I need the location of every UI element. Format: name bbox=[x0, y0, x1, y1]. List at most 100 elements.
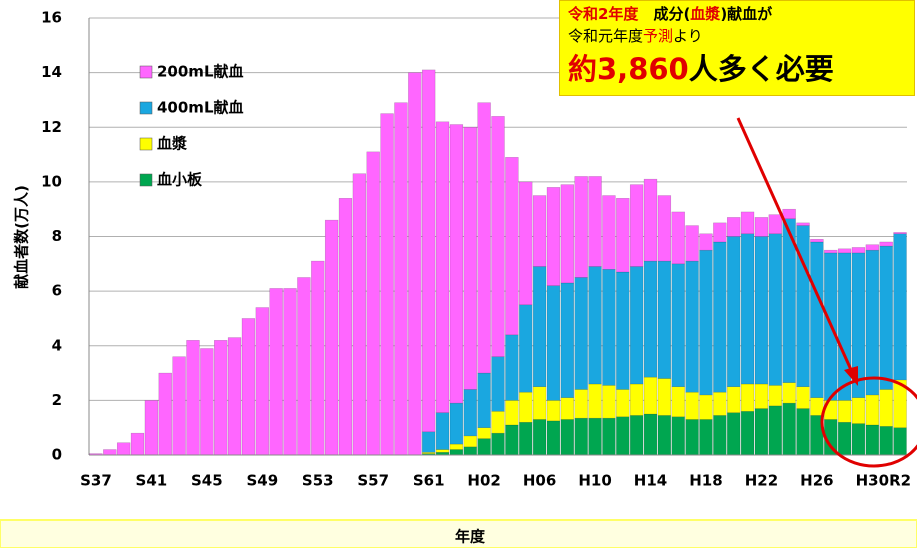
bar-segment bbox=[727, 412, 741, 456]
bar-segment bbox=[421, 69, 436, 433]
x-tick-label: H02 bbox=[467, 472, 500, 490]
bar-segment bbox=[796, 408, 810, 456]
bar-segment bbox=[186, 340, 200, 456]
bar-segment bbox=[629, 184, 644, 267]
annotation-text: 血漿 bbox=[690, 5, 721, 23]
bar-segment bbox=[116, 442, 131, 456]
bar-segment bbox=[324, 219, 339, 456]
bar-segment bbox=[435, 449, 450, 453]
bar-segment bbox=[629, 266, 644, 385]
bar-segment bbox=[768, 233, 782, 386]
bar-segment bbox=[477, 427, 491, 439]
bar-segment bbox=[532, 195, 547, 267]
bar-segment bbox=[532, 266, 547, 387]
bar-segment bbox=[449, 124, 464, 404]
bar-segment bbox=[602, 269, 616, 386]
bar-segment bbox=[782, 208, 796, 219]
bar-segment bbox=[616, 389, 630, 418]
bar-segment bbox=[505, 400, 519, 426]
bar-segment bbox=[144, 400, 159, 456]
bar-segment bbox=[796, 222, 810, 226]
bar-segment bbox=[810, 238, 824, 243]
arrow bbox=[736, 117, 854, 373]
bar-segment bbox=[685, 419, 699, 456]
bar-segment bbox=[837, 252, 852, 401]
bar-segment bbox=[740, 211, 755, 235]
y-tick-label: 12 bbox=[41, 118, 62, 136]
bar-segment bbox=[727, 236, 741, 387]
legend-label: 血小板 bbox=[157, 171, 203, 189]
bar-segment bbox=[505, 157, 519, 336]
bar-segment bbox=[588, 417, 602, 456]
bar-segment bbox=[629, 415, 644, 456]
bar-segment bbox=[255, 307, 269, 456]
legend-swatch bbox=[139, 137, 153, 151]
annotation-text: )献血が bbox=[720, 5, 773, 23]
bar-segment bbox=[782, 402, 796, 456]
bar-segment bbox=[491, 116, 505, 357]
x-tick-label: H14 bbox=[634, 472, 667, 490]
bar-segment bbox=[241, 318, 256, 456]
bar-segment bbox=[519, 304, 533, 393]
bar-segment bbox=[699, 419, 713, 456]
bar-segment bbox=[477, 372, 491, 428]
bar-segment bbox=[574, 389, 588, 419]
bar-segment bbox=[546, 420, 561, 456]
bar-segment bbox=[574, 277, 588, 390]
footer-band bbox=[0, 519, 917, 548]
y-tick-label: 4 bbox=[52, 336, 62, 354]
bar-segment bbox=[602, 417, 616, 456]
bar-segment bbox=[879, 426, 893, 456]
bar-segment bbox=[879, 241, 893, 247]
bar-segment bbox=[546, 400, 561, 422]
bar-segment bbox=[616, 271, 630, 390]
bar-segment bbox=[463, 389, 477, 437]
y-tick-label: 8 bbox=[52, 227, 62, 245]
bar-segment bbox=[671, 416, 685, 456]
bar-segment bbox=[810, 241, 824, 398]
bar-segment bbox=[421, 431, 436, 453]
annotation-line: 令和元年度予測より bbox=[568, 25, 906, 47]
bar-segment bbox=[532, 419, 547, 456]
bar-segment bbox=[463, 435, 477, 448]
bar-segment bbox=[837, 248, 852, 254]
legend-swatch bbox=[139, 65, 153, 79]
annotation-line: 令和2年度 成分(血漿)献血が bbox=[568, 3, 906, 25]
bar-segment bbox=[491, 432, 505, 456]
bar-segment bbox=[685, 391, 699, 420]
bar-segment bbox=[713, 391, 727, 416]
bar-segment bbox=[851, 423, 866, 456]
annotation-text: 約3,860 bbox=[568, 52, 689, 86]
bar-segment bbox=[394, 102, 408, 456]
x-tick-label: H22 bbox=[745, 472, 778, 490]
bar-segment bbox=[560, 282, 575, 398]
bar-segment bbox=[671, 211, 685, 265]
bar-segment bbox=[671, 386, 685, 418]
legend-label: 400mL献血 bbox=[157, 99, 244, 117]
x-tick-label: H30 bbox=[856, 472, 889, 490]
bar-segment bbox=[574, 176, 588, 278]
x-axis-label: 年度 bbox=[455, 528, 486, 546]
bar-segment bbox=[837, 421, 852, 456]
bar-segment bbox=[699, 249, 713, 396]
bar-segment bbox=[366, 151, 380, 456]
bar-segment bbox=[546, 285, 561, 401]
x-tick-label: S45 bbox=[191, 472, 223, 490]
annotation-text: 予測 bbox=[643, 27, 674, 45]
bar-segment bbox=[616, 416, 630, 456]
bar-segment bbox=[546, 187, 561, 286]
bar-segment bbox=[172, 356, 186, 456]
y-tick-label: 2 bbox=[52, 391, 62, 409]
bar-segment bbox=[214, 340, 228, 456]
x-tick-label: S57 bbox=[357, 472, 389, 490]
x-tick-label: S53 bbox=[302, 472, 334, 490]
bar-segment bbox=[477, 438, 491, 456]
bar-segment bbox=[685, 260, 699, 393]
bar-segment bbox=[893, 232, 907, 235]
legend-swatch bbox=[139, 173, 153, 187]
y-axis-label: 献血者数(万人) bbox=[13, 185, 31, 289]
bar-segment bbox=[657, 195, 672, 262]
y-tick-label: 0 bbox=[52, 446, 62, 464]
bar-segment bbox=[532, 386, 547, 420]
